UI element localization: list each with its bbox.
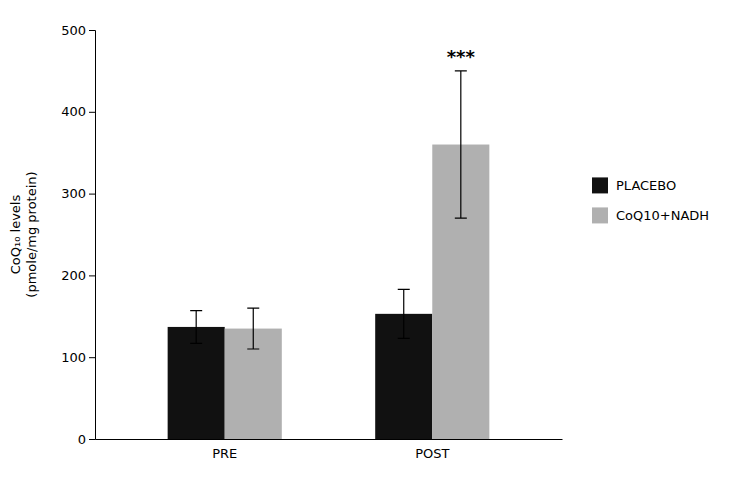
legend-label: CoQ10+NADH (616, 208, 709, 223)
y-tick-label: 300 (61, 186, 86, 201)
legend-label: PLACEBO (616, 178, 676, 193)
y-tick: 100 (61, 350, 95, 365)
y-axis-title: CoQ₁₀ levels(pmole/mg protein) (8, 171, 39, 297)
y-axis-title-line: CoQ₁₀ levels (8, 195, 23, 275)
y-tick-label: 200 (61, 268, 86, 283)
legend-swatch (592, 177, 608, 193)
x-axis: PRE POST (96, 439, 563, 461)
y-axis-line (89, 31, 96, 440)
x-tick-label: PRE (212, 446, 237, 461)
y-tick-mark (89, 275, 95, 276)
legend-swatch (592, 207, 608, 223)
y-tick-label: 500 (61, 23, 86, 38)
x-axis-line (96, 439, 563, 440)
y-axis-title-line: (pmole/mg protein) (24, 171, 39, 297)
legend-item: CoQ10+NADH (592, 207, 709, 223)
error-bar (455, 71, 467, 218)
legend-item: PLACEBO (592, 177, 676, 193)
x-tick-label: POST (415, 446, 449, 461)
y-tick-mark (89, 30, 95, 31)
y-tick-label: 400 (61, 104, 86, 119)
error-bar (190, 311, 202, 344)
series (168, 289, 433, 439)
legend: PLACEBO CoQ10+NADH (592, 177, 709, 223)
error-bar (398, 289, 410, 338)
chart-container: 0 100 200 300 400 500 PRE POST *** CoQ₁₀ levels(p… (0, 0, 752, 484)
y-tick: 500 (61, 23, 95, 38)
y-tick-mark (89, 112, 95, 113)
y-tick-mark (89, 194, 95, 195)
series (225, 71, 490, 439)
y-tick-mark (89, 357, 95, 358)
y-axis: 0 100 200 300 400 500 (61, 23, 95, 447)
x-tick: PRE (212, 439, 237, 461)
y-tick: 300 (61, 186, 95, 201)
x-tick: POST (415, 439, 449, 461)
plot: 0 100 200 300 400 500 PRE POST *** CoQ₁₀ levels(p… (8, 23, 709, 462)
y-tick: 400 (61, 104, 95, 119)
y-tick: 200 (61, 268, 95, 283)
y-tick-mark (89, 439, 95, 440)
marks (168, 71, 490, 439)
y-tick-label: 100 (61, 350, 86, 365)
y-tick: 0 (78, 432, 95, 447)
error-bar (247, 308, 259, 349)
chart-svg: 0 100 200 300 400 500 PRE POST *** CoQ₁₀ levels(p… (0, 0, 752, 484)
y-tick-label: 0 (78, 432, 86, 447)
significance-label: *** (447, 46, 476, 67)
